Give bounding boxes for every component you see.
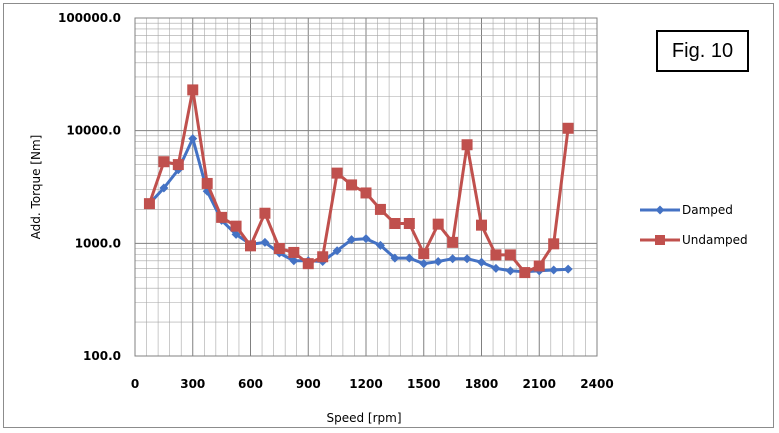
data-point-undamped: [461, 139, 473, 151]
x-tick-label: 1200: [349, 377, 382, 391]
data-point-undamped: [432, 218, 444, 230]
data-point-undamped: [201, 177, 213, 189]
y-axis-title: Add. Torque [Nm]: [29, 135, 43, 240]
series-undamped: [143, 84, 574, 279]
data-point-undamped: [374, 203, 386, 215]
data-point-damped: [462, 254, 472, 264]
data-point-damped: [332, 246, 342, 256]
x-tick-label: 1500: [407, 377, 440, 391]
data-point-damped: [347, 235, 357, 245]
data-point-undamped: [403, 217, 415, 229]
data-point-undamped: [346, 179, 358, 191]
data-point-undamped: [447, 236, 459, 248]
data-point-undamped: [476, 219, 487, 231]
data-point-undamped: [490, 249, 502, 261]
data-point-undamped: [273, 242, 285, 254]
legend-item-damped: Damped: [640, 203, 733, 217]
y-tick-label: 100000.0: [58, 11, 121, 25]
data-point-undamped: [519, 267, 531, 279]
data-point-damped: [433, 256, 443, 266]
legend-swatch-marker: [655, 205, 665, 215]
x-tick-label: 900: [296, 377, 321, 391]
legend-swatch-marker: [655, 235, 665, 245]
data-point-undamped: [548, 238, 560, 250]
data-point-undamped: [418, 248, 430, 260]
data-point-undamped: [302, 258, 314, 270]
data-point-undamped: [533, 260, 545, 272]
figure-label: Fig. 10: [656, 30, 749, 72]
data-point-undamped: [331, 167, 343, 179]
y-tick-label: 100.0: [83, 349, 121, 363]
x-axis-title: Speed [rpm]: [326, 411, 401, 425]
x-tick-labels: 0 300 600 900 1200 1500 1800 2100 2400: [131, 377, 614, 391]
data-point-damped: [159, 183, 169, 193]
legend: Damped Undamped: [640, 203, 748, 247]
data-point-damped: [477, 257, 486, 267]
x-tick-label: 1800: [465, 377, 498, 391]
legend-label: Damped: [682, 203, 733, 217]
x-tick-label: 0: [131, 377, 139, 391]
x-tick-label: 300: [180, 377, 205, 391]
y-tick-label: 10000.0: [66, 124, 121, 138]
data-point-undamped: [389, 217, 401, 229]
plot-area: [134, 17, 598, 357]
data-point-damped: [419, 259, 429, 269]
x-tick-label: 600: [238, 377, 263, 391]
legend-label: Undamped: [682, 233, 748, 247]
x-tick-label: 2400: [580, 377, 613, 391]
data-point-undamped: [245, 240, 256, 252]
data-point-undamped: [562, 122, 574, 134]
data-point-damped: [375, 240, 385, 250]
data-point-damped: [404, 253, 414, 263]
data-point-undamped: [317, 251, 329, 263]
data-point-damped: [448, 254, 458, 264]
data-point-damped: [505, 266, 515, 276]
data-point-damped: [289, 256, 299, 266]
x-tick-label: 2100: [523, 377, 556, 391]
legend-item-undamped: Undamped: [640, 233, 748, 247]
data-point-damped: [549, 265, 559, 275]
data-point-undamped: [288, 246, 300, 258]
data-point-damped: [491, 263, 501, 273]
data-point-undamped: [360, 187, 372, 199]
data-point-damped: [390, 253, 400, 263]
data-point-damped: [188, 134, 198, 144]
data-point-undamped: [230, 220, 242, 232]
data-point-undamped: [504, 249, 516, 261]
data-point-undamped: [187, 84, 199, 96]
data-point-undamped: [259, 207, 271, 219]
data-point-damped: [260, 237, 270, 247]
data-point-damped: [231, 229, 241, 239]
data-point-undamped: [216, 211, 228, 223]
y-tick-labels: 100.0 1000.0 10000.0 100000.0: [58, 11, 121, 363]
series: [143, 84, 574, 279]
data-point-undamped: [172, 159, 184, 171]
data-point-undamped: [143, 198, 155, 210]
data-point-damped: [361, 234, 371, 244]
data-point-damped: [563, 264, 573, 274]
data-point-undamped: [158, 156, 170, 168]
y-tick-label: 1000.0: [75, 236, 121, 250]
